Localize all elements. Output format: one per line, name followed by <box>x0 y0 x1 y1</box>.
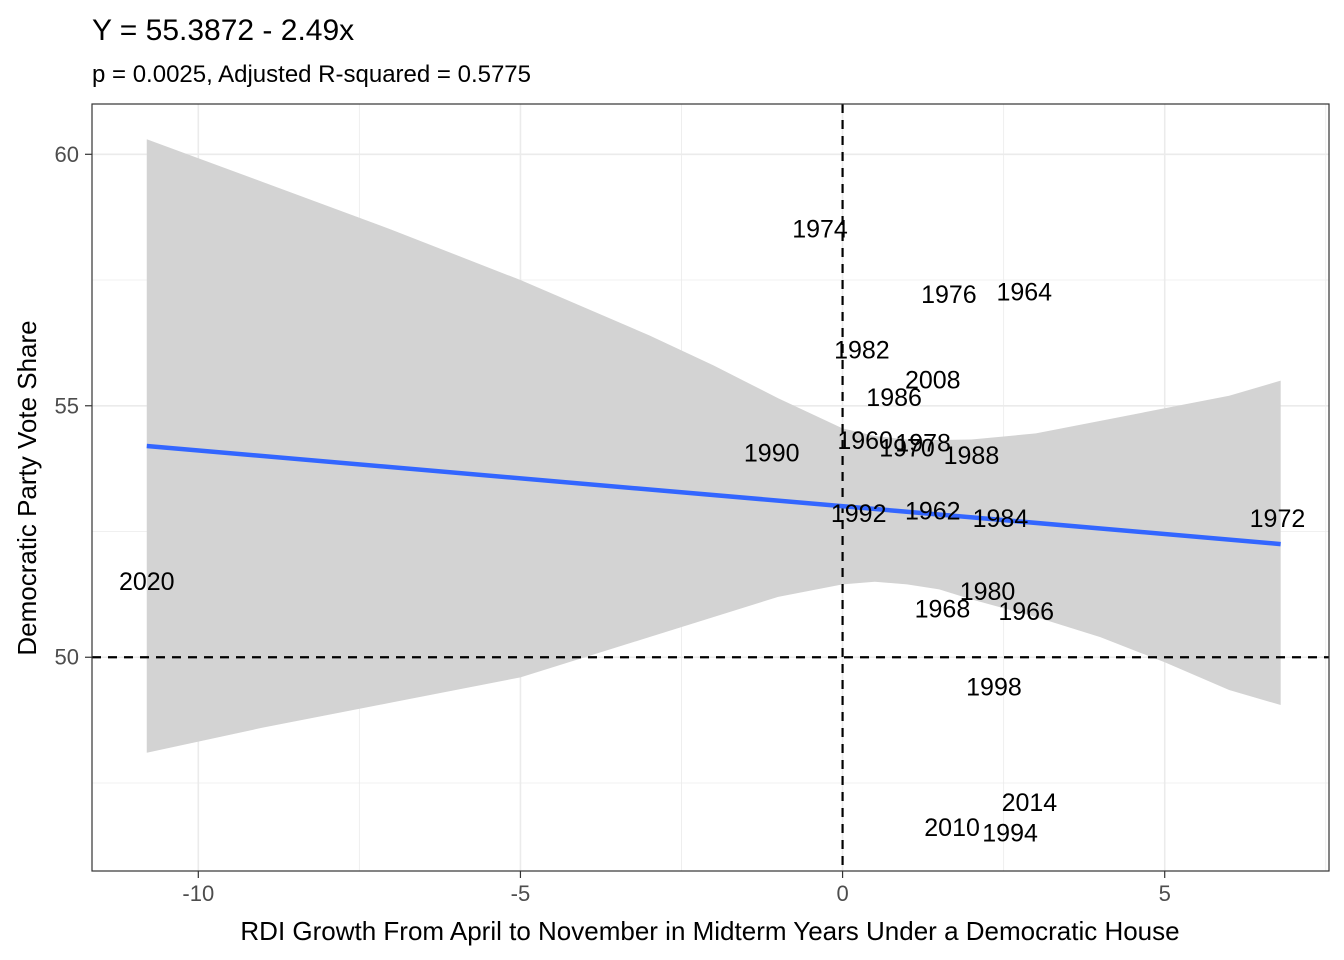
point-label: 1998 <box>966 673 1022 701</box>
y-tick-label: 50 <box>55 645 79 670</box>
confidence-band <box>146 139 1281 753</box>
point-label: 1978 <box>895 429 951 457</box>
point-label: 1982 <box>834 336 890 364</box>
y-axis-title: Democratic Party Vote Share <box>12 320 42 655</box>
fit-line <box>146 443 1281 547</box>
point-label: 1990 <box>744 440 800 468</box>
point-label: 1976 <box>921 281 977 309</box>
point-label: 2010 <box>924 814 980 842</box>
x-tick-label: 5 <box>1159 881 1171 906</box>
chart-title: Y = 55.3872 - 2.49x <box>92 14 354 47</box>
point-label: 1994 <box>982 819 1038 847</box>
y-tick-label: 60 <box>55 142 79 167</box>
point-label: 1960 <box>837 427 893 455</box>
point-label: 1984 <box>973 505 1029 533</box>
point-label: 1962 <box>905 497 961 525</box>
chart-subtitle: p = 0.0025, Adjusted R-squared = 0.5775 <box>92 61 531 88</box>
point-label: 2008 <box>905 367 961 395</box>
point-label: 1966 <box>998 598 1054 626</box>
point-label: 1992 <box>831 500 887 528</box>
x-tick-label: 0 <box>836 881 848 906</box>
point-label: 2020 <box>119 568 175 596</box>
point-label: 1972 <box>1250 505 1306 533</box>
point-label: 1974 <box>792 216 848 244</box>
point-label: 1986 <box>866 384 922 412</box>
x-tick-label: -5 <box>511 881 531 906</box>
x-tick-label: -10 <box>182 881 214 906</box>
axis-ticks: -10 -5 0 5 50 55 60 <box>55 142 1171 906</box>
x-axis-title: RDI Growth From April to November in Mid… <box>240 916 1179 946</box>
y-tick-label: 55 <box>55 393 79 418</box>
point-label: 1964 <box>996 279 1052 307</box>
regression-line <box>146 443 1281 547</box>
point-label: 1970 <box>879 435 935 463</box>
reference-lines <box>92 104 1329 871</box>
point-label: 1968 <box>915 595 971 623</box>
panel-border <box>91 103 1330 872</box>
point-label: 2014 <box>1002 789 1058 817</box>
point-label: 1980 <box>960 578 1016 606</box>
confidence-band-area <box>146 139 1281 753</box>
point-label: 1988 <box>944 442 1000 470</box>
